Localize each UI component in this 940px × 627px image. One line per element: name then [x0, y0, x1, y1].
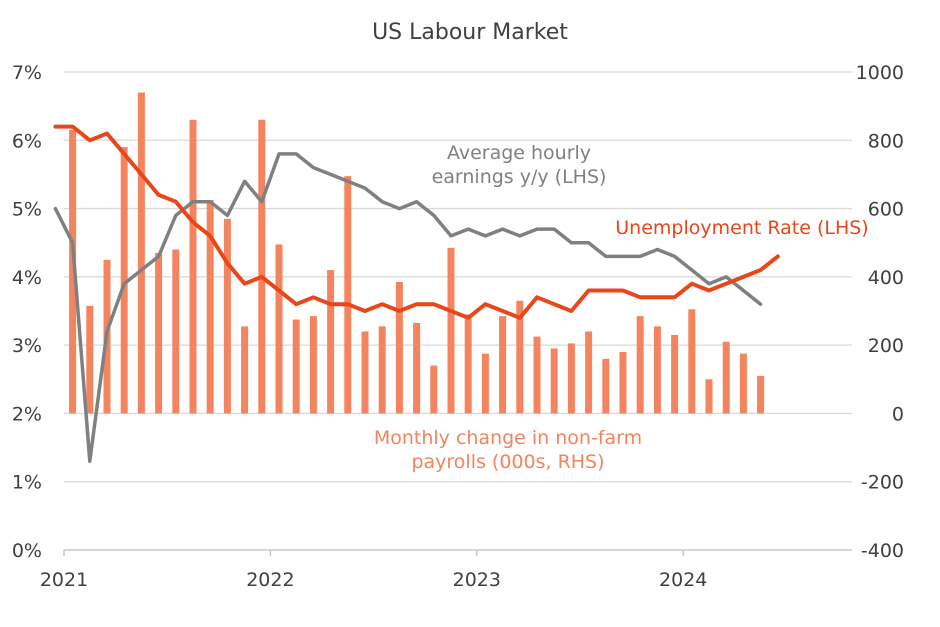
left-axis-tick-label: 3% — [12, 335, 42, 357]
payrolls-bar — [481, 353, 489, 414]
axes-layer: 0% 1% 2% 3% 4% 5% 6% 7% -400 -200 0 200 400 600 800 100… — [12, 62, 904, 591]
payrolls-bar — [155, 252, 163, 414]
left-axis-tick-label: 4% — [12, 267, 42, 289]
left-axis-tick-label: 7% — [12, 62, 42, 84]
payrolls-bar — [206, 200, 214, 414]
payrolls-bar — [189, 119, 197, 414]
lines-layer — [53, 124, 780, 463]
payrolls-bar — [602, 358, 610, 414]
payrolls-bar — [430, 365, 438, 414]
payrolls-bar — [137, 92, 145, 414]
payrolls-bar — [636, 316, 644, 414]
x-axis-tick-label: 2023 — [453, 569, 501, 591]
payrolls-bar — [395, 281, 403, 414]
payrolls-bar — [688, 309, 696, 414]
payrolls-bar — [292, 319, 300, 414]
payrolls-bar — [499, 316, 507, 414]
right-axis-tick-label: 1000 — [856, 62, 904, 84]
unemployment-line — [53, 124, 780, 320]
right-axis-tick-label: 600 — [868, 199, 904, 221]
payrolls-bar — [275, 244, 283, 414]
right-axis-tick-label: 400 — [868, 267, 904, 289]
earnings-line — [53, 152, 763, 463]
payrolls-bar — [120, 147, 128, 414]
payrolls-bar — [585, 331, 593, 414]
payrolls-bar — [533, 336, 541, 414]
chart-title: US Labour Market — [372, 20, 568, 45]
right-axis-tick-label: 800 — [868, 130, 904, 152]
payrolls-bar — [722, 341, 730, 414]
payrolls-bar — [653, 326, 661, 414]
right-axis-tick-label: -400 — [861, 540, 904, 562]
left-axis-tick-label: 5% — [12, 199, 42, 221]
payrolls-bar — [361, 331, 369, 414]
unemployment-annotation: Unemployment Rate (LHS) — [615, 217, 868, 239]
earnings-annotation-line1: Average hourly — [447, 142, 591, 164]
right-axis-tick-label: 200 — [868, 335, 904, 357]
payrolls-bar — [567, 343, 575, 414]
payrolls-bar — [757, 375, 765, 414]
payrolls-bar — [344, 176, 352, 414]
right-axis-tick-label: 0 — [892, 403, 904, 425]
payrolls-bar — [619, 351, 627, 414]
payrolls-bar — [258, 119, 266, 414]
payrolls-bar — [378, 326, 386, 414]
x-axis-tick-label: 2021 — [40, 569, 88, 591]
payrolls-bar — [516, 300, 524, 414]
x-axis-tick-label: 2024 — [659, 569, 707, 591]
payrolls-bar — [69, 130, 77, 414]
left-axis-tick-label: 1% — [12, 472, 42, 494]
payrolls-bar — [705, 379, 713, 414]
left-axis-tick-label: 6% — [12, 130, 42, 152]
payrolls-bar — [447, 247, 455, 414]
payrolls-annotation-line2: payrolls (000s, RHS) — [411, 451, 604, 473]
payrolls-annotation-line1: Monthly change in non-farm — [374, 427, 642, 449]
grid-layer — [64, 71, 852, 483]
payrolls-bar — [739, 353, 747, 414]
x-axis-tick-label: 2022 — [246, 569, 294, 591]
right-axis-tick-label: -200 — [861, 472, 904, 494]
payrolls-bar — [86, 305, 94, 414]
payrolls-bar — [550, 348, 558, 414]
payrolls-bar — [241, 326, 249, 414]
payrolls-bar — [309, 316, 317, 414]
payrolls-bars — [69, 92, 765, 414]
payrolls-bar — [223, 218, 231, 414]
payrolls-bar — [413, 322, 421, 414]
payrolls-bar — [172, 249, 180, 414]
payrolls-bar — [671, 334, 679, 414]
earnings-annotation-line2: earnings y/y (LHS) — [432, 166, 607, 188]
left-axis-tick-label: 2% — [12, 403, 42, 425]
payrolls-bar — [464, 314, 472, 414]
payrolls-bar — [327, 270, 335, 414]
left-axis-tick-label: 0% — [12, 540, 42, 562]
